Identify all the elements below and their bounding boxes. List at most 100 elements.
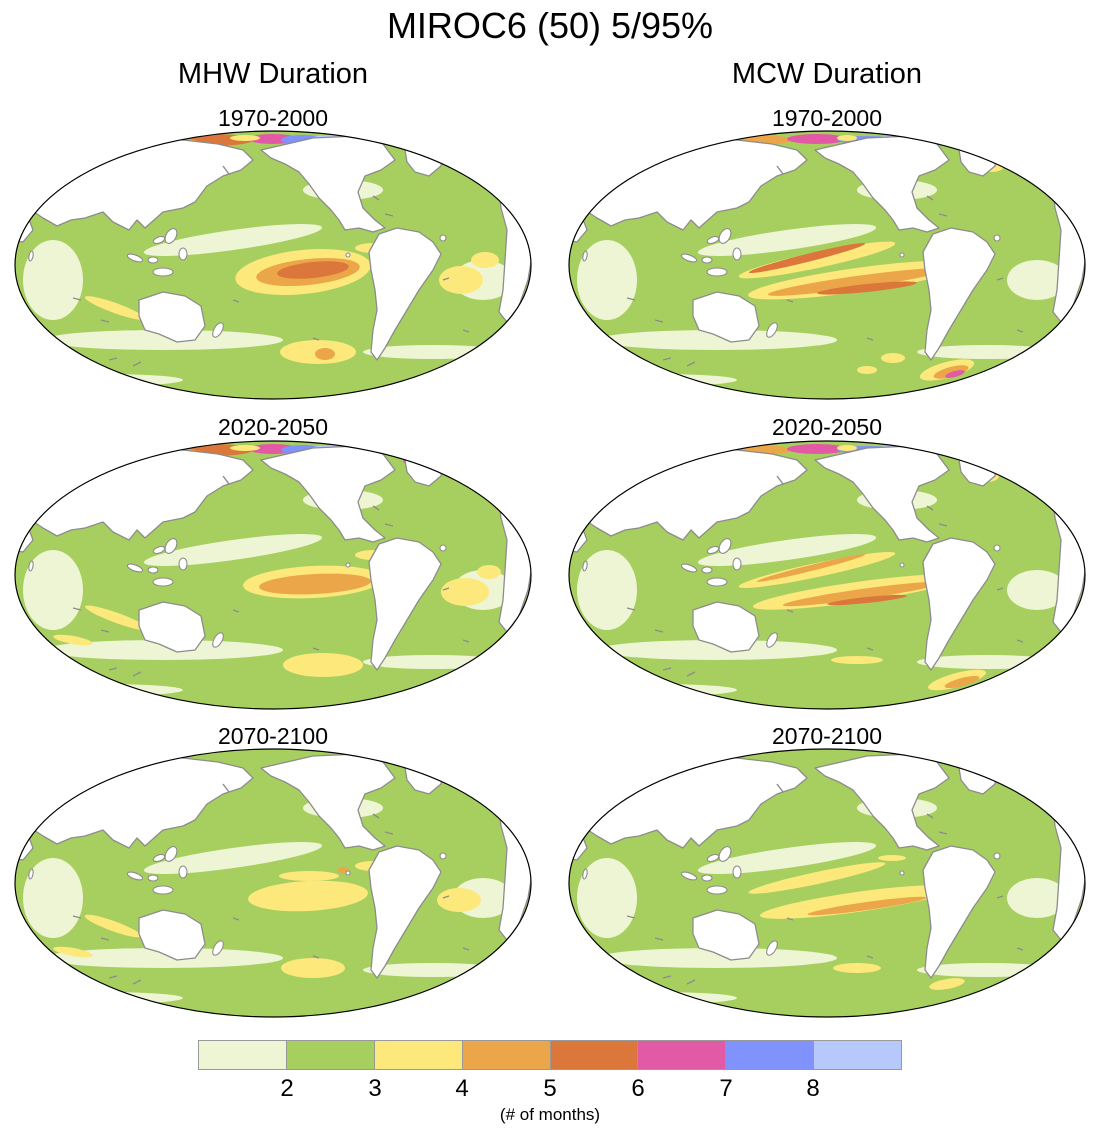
anomaly-patch	[577, 240, 637, 320]
coastline-fragment	[938, 831, 948, 835]
anomaly-patch	[857, 366, 877, 374]
world-map-svg	[568, 440, 1086, 710]
coastline-fragment	[462, 329, 470, 333]
anomaly-patch	[143, 224, 323, 256]
land-northAmerica	[260, 135, 396, 233]
island	[680, 253, 698, 263]
coastline-fragment	[1016, 639, 1024, 643]
island	[439, 852, 447, 860]
map-mhw-2020-2050	[13, 440, 533, 710]
island	[345, 562, 351, 568]
map-border	[568, 440, 1086, 710]
coastline-fragment	[866, 337, 874, 341]
anomaly-patch	[577, 858, 637, 938]
island	[582, 250, 588, 262]
coastline-fragment	[662, 667, 672, 671]
island	[164, 228, 178, 244]
island	[993, 234, 1001, 242]
island	[582, 868, 588, 880]
land-australia	[138, 909, 206, 961]
island	[178, 557, 188, 571]
anomaly-patch	[1007, 570, 1067, 610]
colorbar-tick-label: 3	[368, 1075, 382, 1102]
coastline-fragment	[132, 671, 142, 677]
colorbar-swatch	[726, 1041, 815, 1069]
land-australia	[692, 291, 760, 343]
coastline-fragment	[100, 629, 110, 633]
coastline-fragment	[996, 587, 1004, 591]
coastline-fragment	[72, 297, 82, 301]
island	[28, 560, 34, 572]
panel-title-mhw-1: 1970-2000	[218, 105, 328, 131]
land-australia	[138, 291, 206, 343]
anomaly-patch	[230, 135, 260, 141]
island	[164, 846, 178, 862]
anomaly-patch	[230, 445, 260, 451]
anomaly-patch	[23, 374, 183, 386]
anomaly-patch	[933, 365, 969, 379]
anomaly-patch	[477, 565, 501, 579]
coastline-fragment	[938, 523, 948, 527]
island	[439, 234, 447, 242]
coastline-fragment	[996, 277, 1004, 281]
coastline-fragment	[232, 299, 240, 303]
island	[212, 632, 224, 648]
world-map-svg	[568, 748, 1086, 1018]
anomaly-patch	[23, 240, 83, 320]
island	[701, 874, 713, 882]
island	[680, 563, 698, 573]
island	[766, 940, 778, 956]
island	[718, 228, 732, 244]
island	[706, 853, 720, 863]
land-northAmerica	[260, 753, 396, 851]
anomaly-patch	[929, 978, 965, 990]
island	[178, 247, 188, 261]
anomaly-patch	[23, 684, 183, 696]
island	[126, 563, 144, 573]
panel-title-mhw-3: 2070-2100	[218, 723, 328, 749]
island	[706, 885, 728, 895]
coastline-fragment	[232, 917, 240, 921]
anomaly-patch	[697, 842, 877, 874]
coastline-fragment	[1016, 329, 1024, 333]
anomaly-patch	[748, 862, 886, 894]
coastline-fragment	[996, 895, 1004, 899]
coastline-fragment	[626, 915, 636, 919]
coastline-fragment	[866, 955, 874, 959]
anomaly-patch	[143, 534, 323, 566]
anomaly-patch	[881, 353, 905, 363]
anomaly-patch	[697, 224, 877, 256]
island	[147, 874, 159, 882]
coastline-fragment	[926, 195, 934, 201]
coastline-fragment	[626, 297, 636, 301]
land-southAmerica	[922, 227, 996, 361]
colorbar-swatch	[199, 1041, 287, 1069]
coastline-fragment	[72, 607, 82, 611]
anomaly-patch	[837, 135, 857, 141]
anomaly-patch	[441, 578, 489, 606]
anomaly-patch	[827, 594, 907, 606]
colorbar-tick-label: 2	[280, 1075, 294, 1102]
anomaly-patch	[1005, 136, 1029, 152]
land-southAmerica	[368, 227, 442, 361]
anomaly-patch	[1000, 450, 1024, 466]
colorbar-swatch	[550, 1041, 639, 1069]
island	[28, 250, 34, 262]
anomaly-patch	[53, 946, 93, 958]
anomaly-patch	[944, 675, 980, 689]
coastline-fragment	[786, 917, 794, 921]
anomaly-patch	[43, 640, 283, 660]
anomaly-patch	[738, 552, 896, 588]
anomaly-patch	[84, 914, 142, 938]
coastline-fragment	[384, 213, 394, 217]
coastline-fragment	[312, 337, 320, 341]
coastline-fragment	[384, 831, 394, 835]
colorbar-swatch	[462, 1041, 551, 1069]
colorbar	[198, 1040, 902, 1070]
anomaly-patch	[787, 444, 847, 454]
coastline-fragment	[786, 299, 794, 303]
colorbar-tick-label: 4	[455, 1075, 469, 1102]
island	[701, 256, 713, 264]
island	[732, 557, 742, 571]
coastline-fragment	[132, 979, 142, 985]
